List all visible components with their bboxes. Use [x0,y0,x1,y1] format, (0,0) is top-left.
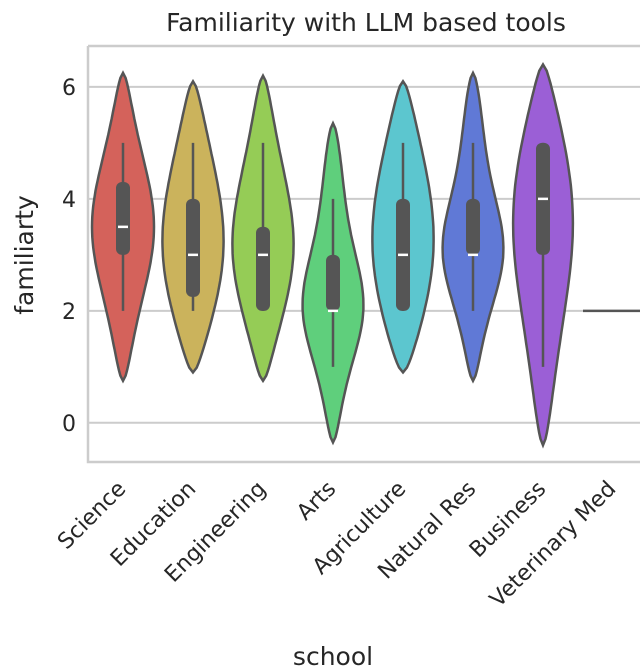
y-tick-label: 2 [62,300,76,325]
plot-area [90,62,640,449]
box [256,226,270,311]
box [326,254,340,311]
y-tick-label: 4 [62,188,76,213]
y-tick-label: 6 [62,76,76,101]
box [116,182,130,255]
y-axis-label: familiarty [10,195,39,315]
chart-title: Familiarity with LLM based tools [166,8,566,37]
y-tick-label: 0 [62,412,76,437]
x-tick-label: Veterinary Med [485,477,621,613]
box [186,198,200,297]
x-tick-label: Arts [292,477,341,526]
x-axis-label: school [293,642,373,671]
axes-frame [86,44,640,464]
box [466,198,480,255]
